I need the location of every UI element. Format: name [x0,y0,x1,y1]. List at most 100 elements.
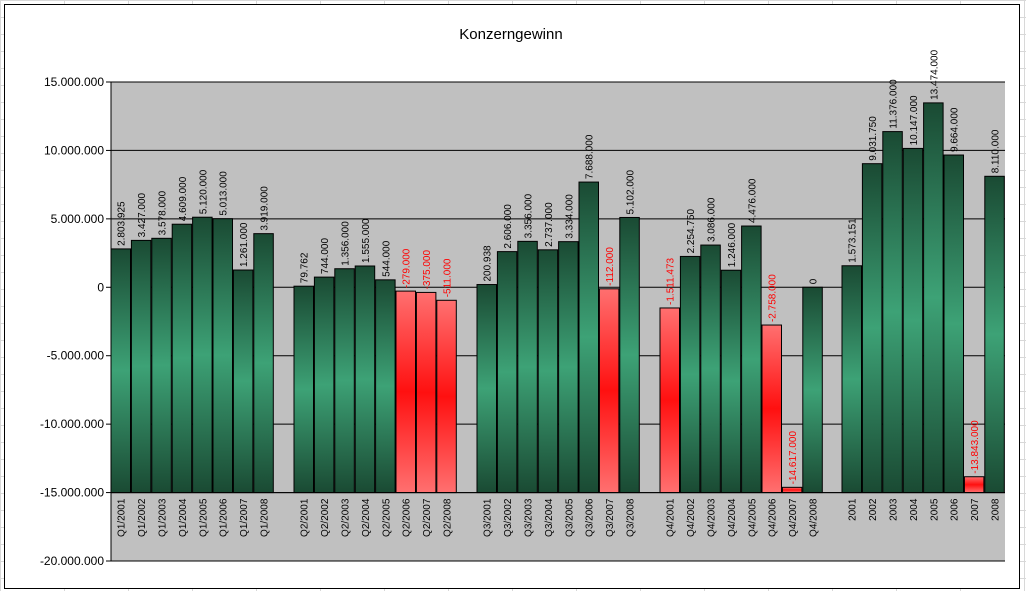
data-label: 3.356.000 [524,193,535,238]
category-label: Q1/2005 [198,498,209,537]
category-label: 2008 [991,498,1002,521]
category-label: Q1/2006 [219,498,230,537]
data-label: 1.261.000 [239,222,250,267]
bar-Q1-2002 [130,239,152,494]
data-label: 3.086.000 [707,197,718,242]
category-label: 2006 [950,498,961,521]
data-label: 0 [809,278,820,284]
data-label: 3.578.000 [158,190,169,235]
category-label: Q4/2005 [747,498,758,537]
data-label: 1.246.000 [727,222,738,267]
bar-2003 [882,131,903,494]
data-label: 744.000 [320,238,331,275]
category-label: Q4/2003 [707,498,718,537]
data-label: 3.334.000 [564,194,575,239]
bar-Q1-2003 [151,237,172,494]
data-label: 5.102.000 [626,170,637,215]
category-label: Q4/2006 [768,498,779,537]
bar-Q2-2005 [375,279,396,494]
category-label: 2004 [909,498,920,521]
bar-2002 [861,163,883,494]
data-label: 1.573.151 [848,218,859,263]
data-label: 1.555.000 [361,218,372,263]
data-labels: 2.803.925 3.427.000 3.578.000 4.609.000 5.12… [117,49,1002,484]
bar-Q4-2004 [720,269,742,494]
bar-Q2-2002 [313,276,335,494]
category-label: Q1/2008 [260,498,271,537]
category-label: Q4/2008 [809,498,820,537]
bar-Q3-2005 [558,241,579,494]
bar-Q1-2008 [253,233,274,494]
bar-Q4-2007 [781,486,803,494]
category-label: Q3/2007 [605,498,616,537]
category-label: 2005 [929,498,940,521]
bar-Q3-2002 [496,251,518,494]
bar-2006 [943,154,964,494]
bars [110,102,1005,494]
data-label: -14.617.000 [788,431,799,485]
category-label: Q3/2006 [585,498,596,537]
data-label: 200.938 [483,245,494,282]
y-tick-label: -10.000.000 [40,417,104,431]
data-label: 2.803.925 [117,201,128,246]
data-label: 3.919.000 [260,186,271,231]
bar-Q4-2008 [802,286,823,494]
category-label: Q1/2001 [117,498,128,537]
data-label: 8.110.000 [991,129,1002,173]
y-axis-ticks: 15.000.000 10.000.000 5.000.000 0 -5.000.000… [40,75,111,568]
bar-Q2-2003 [334,268,355,494]
data-label: 5.013.000 [219,171,230,216]
y-tick-label: -5.000.000 [47,349,105,363]
category-label: Q4/2001 [666,498,677,537]
data-label: 3.427.000 [137,192,148,237]
category-label: Q3/2001 [483,498,494,537]
category-label: Q2/2007 [422,498,433,537]
data-label: 7.688.000 [585,134,596,179]
category-label: Q3/2005 [564,498,575,537]
data-label: 5.120.000 [198,169,209,214]
y-tick-label: -20.000.000 [40,554,104,568]
bar-Q4-2002 [679,255,701,494]
data-label: 2.254.750 [686,209,697,254]
bar-Q3-2006 [578,181,599,494]
data-label: -1.511.473 [666,257,677,305]
bar-2004 [902,147,924,494]
data-label: -511.000 [443,258,454,297]
axes [110,82,1005,561]
category-label: Q2/2004 [361,498,372,537]
bar-Q1-2004 [171,223,193,494]
category-label: Q1/2007 [239,498,250,537]
data-label: -375.000 [422,250,433,290]
data-label: 2.606.000 [503,204,514,249]
category-label: Q4/2007 [788,498,799,537]
data-label: 13.474.000 [929,49,940,99]
bar-Q2-2001 [293,285,314,494]
category-label: Q2/2003 [341,498,352,537]
category-label: 2001 [848,498,859,521]
y-tick-label: -15.000.000 [40,486,104,500]
category-label: Q3/2002 [503,498,514,537]
category-label: Q2/2006 [402,498,413,537]
bar-2001 [841,265,862,494]
bar-Q2-2008 [436,299,457,494]
data-label: 2.737.000 [544,202,555,247]
data-label: 9.664.000 [950,107,961,152]
data-label: 544.000 [381,240,392,277]
bar-Q3-2007 [598,288,620,494]
bar-Q4-2001 [659,307,680,494]
category-label: Q2/2005 [381,498,392,537]
category-label: Q2/2002 [320,498,331,537]
data-label: 11.376.000 [889,79,900,129]
data-label: -112.000 [605,247,616,286]
data-label: 79.762 [300,252,311,283]
category-label: 2003 [889,498,900,521]
chart-title: Konzerngewinn [459,26,562,43]
bar-Q2-2007 [415,291,437,494]
data-label: 10.147.000 [909,95,920,145]
bar-2005 [923,102,944,494]
bar-Q2-2004 [354,265,376,494]
y-tick-label: 5.000.000 [51,212,105,226]
data-label: 4.609.000 [178,176,189,221]
bar-Q3-2003 [517,240,538,494]
data-label: -279.000 [402,248,413,288]
